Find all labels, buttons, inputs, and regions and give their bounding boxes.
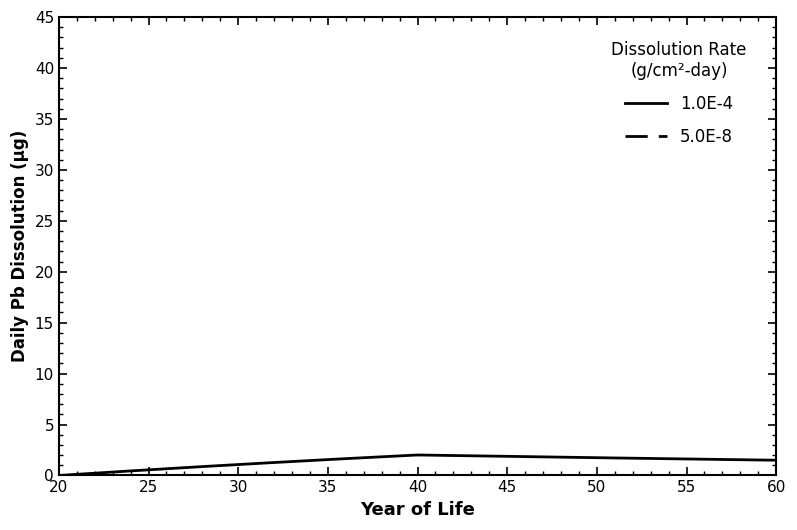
5.0E-8 [54,472,64,479]
1.0E-4 [760,457,770,463]
Y-axis label: Daily Pb Dissolution (μg): Daily Pb Dissolution (μg) [11,130,29,363]
1.0E-4 [771,457,781,463]
5.0E-8 [520,472,530,479]
X-axis label: Year of Life: Year of Life [360,501,475,519]
1.0E-4 [332,456,342,462]
1.0E-4 [722,456,732,463]
5.0E-8 [247,472,257,479]
5.0E-8 [487,472,497,479]
Legend: 1.0E-4, 5.0E-8: 1.0E-4, 5.0E-8 [605,34,753,153]
1.0E-4 [415,452,425,458]
5.0E-8 [771,472,781,479]
5.0E-8 [413,472,422,479]
1.0E-4 [505,453,515,460]
Line: 1.0E-4: 1.0E-4 [59,455,776,475]
1.0E-4 [711,456,720,463]
5.0E-8 [550,472,559,479]
5.0E-8 [603,472,612,479]
1.0E-4 [54,472,64,479]
5.0E-8 [75,472,84,479]
1.0E-4 [413,452,422,458]
